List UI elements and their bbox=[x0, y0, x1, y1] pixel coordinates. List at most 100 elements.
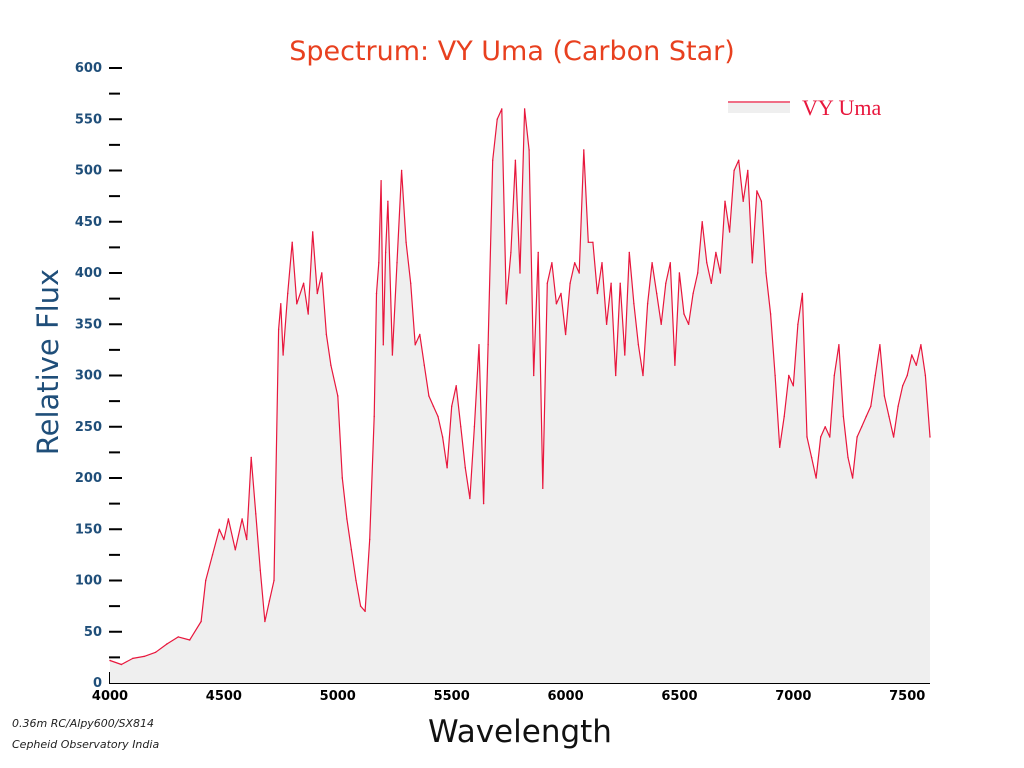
data-point bbox=[546, 282, 548, 284]
data-point bbox=[861, 426, 863, 428]
y-tick-label: 500 bbox=[75, 164, 102, 179]
data-point bbox=[355, 579, 357, 582]
data-point bbox=[364, 610, 366, 612]
data-point bbox=[870, 405, 872, 407]
y-tick-label: 450 bbox=[75, 215, 102, 230]
data-point bbox=[419, 333, 421, 336]
y-tick-label: 150 bbox=[75, 522, 102, 537]
data-point bbox=[605, 323, 608, 325]
data-point bbox=[337, 395, 339, 397]
data-point bbox=[628, 251, 630, 254]
data-point bbox=[264, 620, 266, 623]
legend-swatch-fill bbox=[728, 103, 790, 113]
data-point bbox=[724, 200, 726, 202]
data-point bbox=[359, 605, 362, 607]
data-point bbox=[387, 200, 389, 202]
data-point bbox=[189, 639, 191, 641]
data-point bbox=[733, 169, 735, 172]
data-point bbox=[569, 282, 571, 284]
data-point bbox=[277, 328, 280, 331]
data-point bbox=[610, 282, 612, 284]
data-point bbox=[223, 538, 225, 541]
data-point bbox=[656, 292, 658, 295]
data-point bbox=[143, 655, 145, 658]
data-point bbox=[829, 436, 831, 438]
data-point bbox=[492, 159, 494, 161]
y-tick-label: 0 bbox=[93, 676, 102, 691]
data-point bbox=[505, 303, 507, 305]
data-point bbox=[405, 241, 407, 243]
data-point bbox=[533, 374, 535, 377]
data-point bbox=[382, 344, 384, 346]
data-point bbox=[665, 282, 667, 284]
x-tick-label: 6000 bbox=[547, 689, 583, 704]
legend-label: VY Uma bbox=[802, 95, 881, 120]
data-point bbox=[833, 374, 835, 377]
data-point bbox=[797, 323, 799, 325]
data-point bbox=[929, 436, 931, 438]
x-tick-label: 5500 bbox=[434, 689, 470, 704]
data-point bbox=[619, 282, 621, 284]
data-point bbox=[774, 374, 776, 377]
data-point bbox=[346, 518, 348, 520]
data-point bbox=[601, 262, 603, 264]
data-point bbox=[906, 374, 908, 377]
data-point bbox=[496, 118, 498, 121]
data-point bbox=[879, 344, 881, 346]
x-tick-label: 4000 bbox=[92, 689, 128, 704]
data-point bbox=[464, 467, 466, 469]
x-tick-label: 4500 bbox=[206, 689, 242, 704]
data-point bbox=[396, 262, 398, 264]
data-point bbox=[287, 292, 289, 295]
data-point bbox=[615, 374, 617, 377]
data-point bbox=[302, 282, 305, 284]
data-point bbox=[380, 180, 382, 182]
data-point bbox=[446, 467, 448, 469]
data-point bbox=[742, 200, 744, 202]
data-point bbox=[783, 415, 785, 418]
data-point bbox=[897, 405, 899, 407]
data-point bbox=[902, 385, 904, 387]
data-point bbox=[851, 477, 854, 479]
data-point bbox=[747, 169, 749, 172]
data-point bbox=[482, 502, 485, 505]
data-layer bbox=[109, 108, 931, 683]
y-tick-label: 100 bbox=[75, 574, 102, 589]
data-point bbox=[792, 385, 794, 387]
data-point bbox=[350, 549, 353, 551]
y-tick-label: 550 bbox=[75, 112, 102, 127]
data-point bbox=[865, 415, 867, 418]
data-point bbox=[637, 344, 640, 346]
data-point bbox=[596, 292, 599, 295]
data-point bbox=[651, 262, 653, 264]
data-point bbox=[250, 456, 252, 459]
data-point bbox=[478, 344, 480, 346]
y-tick-label: 400 bbox=[75, 266, 102, 281]
data-point bbox=[211, 554, 214, 556]
data-point bbox=[856, 436, 858, 438]
x-tick-label: 5000 bbox=[320, 689, 356, 704]
data-point bbox=[642, 374, 644, 377]
data-point bbox=[255, 513, 257, 515]
data-point bbox=[132, 657, 134, 660]
data-point bbox=[779, 446, 781, 448]
data-point bbox=[273, 579, 275, 582]
data-point bbox=[154, 651, 157, 653]
data-point bbox=[678, 272, 681, 274]
data-point bbox=[246, 538, 248, 541]
x-tick-label: 6500 bbox=[661, 689, 697, 704]
footnote-observatory: Cepheid Observatory India bbox=[12, 738, 160, 751]
data-point bbox=[560, 292, 562, 295]
data-point bbox=[915, 364, 917, 366]
data-point bbox=[801, 292, 804, 295]
data-point bbox=[920, 344, 922, 346]
data-point bbox=[769, 313, 772, 315]
chart-title: Spectrum: VY Uma (Carbon Star) bbox=[289, 36, 735, 67]
data-point bbox=[291, 241, 293, 243]
data-point bbox=[341, 477, 343, 479]
data-point bbox=[384, 251, 387, 254]
spectrum-series-line bbox=[109, 108, 931, 666]
data-point bbox=[592, 241, 594, 243]
